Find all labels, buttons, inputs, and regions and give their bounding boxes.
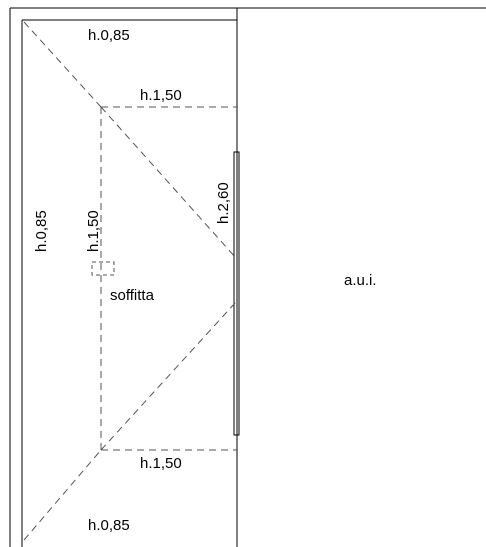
window (233, 151, 240, 436)
hip-line-lower-right (100, 301, 237, 451)
right-height-label: h.2,60 (215, 182, 232, 224)
access-hatch-marker (91, 261, 115, 276)
left-height-label: h.0,85 (33, 210, 50, 252)
room-name-label: soffitta (110, 287, 155, 304)
hip-line-bottom-left (23, 449, 102, 541)
ridge-bottom-label: h.1,50 (140, 455, 182, 472)
adjacent-unit-label: a.u.i. (344, 272, 377, 289)
ridge-top-label: h.1,50 (140, 87, 182, 104)
top-height-label: h.0,85 (88, 27, 130, 44)
ridge-vertical-label: h.1,50 (85, 210, 102, 252)
hip-line-upper-right (100, 106, 237, 259)
bottom-height-label: h.0,85 (88, 517, 130, 534)
